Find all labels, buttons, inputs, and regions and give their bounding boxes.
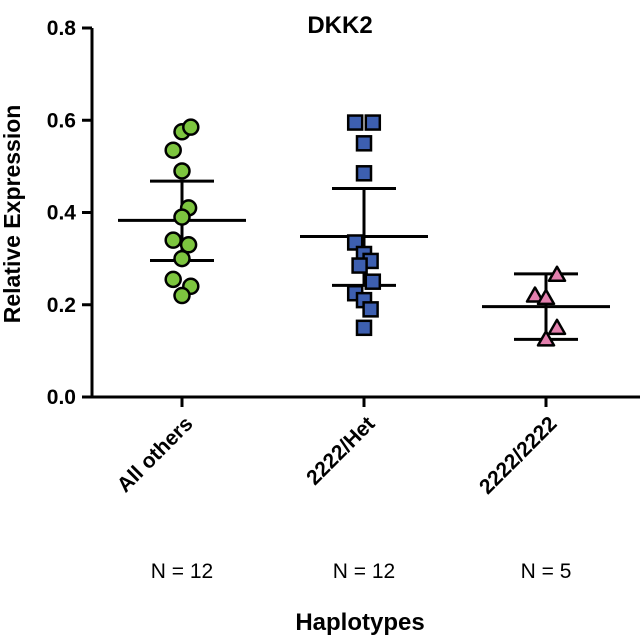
group-count-label: N = 12 (333, 560, 395, 583)
y-tick-label: 0.4 (47, 202, 77, 225)
y-axis-label: Relative Expression (0, 105, 25, 324)
x-tick-label: All others (113, 412, 198, 497)
data-point (364, 273, 382, 290)
data-point (164, 270, 182, 289)
y-tick-label: 0.2 (47, 294, 76, 317)
group-count-label: N = 5 (521, 560, 572, 583)
data-point (179, 236, 198, 254)
chart-title: DKK2 (307, 12, 372, 39)
data-point (362, 301, 379, 318)
x-tick-label: 2222/2222 (475, 412, 561, 498)
data-points (164, 114, 567, 347)
data-point (173, 286, 191, 305)
data-point (173, 249, 191, 268)
data-point (173, 162, 191, 180)
x-tick-label: 2222/Het (302, 412, 379, 489)
data-point (355, 319, 373, 337)
data-point (164, 141, 182, 159)
group-counts: N = 12 N = 12 N = 5 (151, 560, 572, 583)
y-axis-ticks: 0.0 0.2 0.4 0.6 0.8 (47, 17, 92, 409)
x-axis-label: Haplotypes (295, 609, 424, 636)
data-point (351, 257, 368, 274)
y-tick-label: 0.6 (47, 109, 76, 132)
data-point (355, 165, 373, 182)
data-point (547, 265, 567, 283)
data-point (525, 286, 545, 303)
data-point (364, 114, 382, 131)
y-tick-label: 0.8 (47, 17, 77, 40)
data-point (164, 231, 182, 249)
group-count-label: N = 12 (151, 560, 213, 583)
data-point (536, 288, 556, 306)
data-point (346, 114, 364, 131)
data-point (182, 118, 200, 136)
y-tick-label: 0.0 (47, 386, 76, 409)
data-point (173, 208, 191, 226)
data-point (355, 135, 373, 152)
data-point (547, 318, 567, 336)
data-point (536, 330, 556, 347)
x-axis-ticks: All others 2222/Het 2222/2222 (113, 397, 562, 499)
